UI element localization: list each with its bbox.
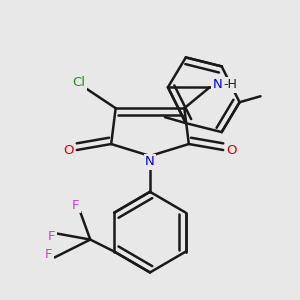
Text: O: O xyxy=(63,143,74,157)
Text: N: N xyxy=(145,155,155,168)
Text: -H: -H xyxy=(223,78,237,92)
Text: F: F xyxy=(45,248,52,261)
Text: F: F xyxy=(72,199,79,212)
Text: F: F xyxy=(48,230,55,243)
Text: N: N xyxy=(213,78,223,92)
Text: O: O xyxy=(226,143,237,157)
Text: Cl: Cl xyxy=(72,76,86,89)
